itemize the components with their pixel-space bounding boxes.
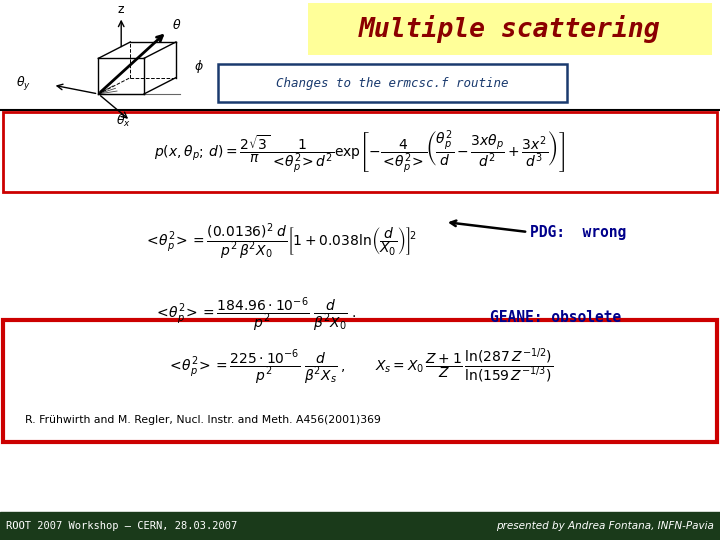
Text: ROOT 2007 Workshop – CERN, 28.03.2007: ROOT 2007 Workshop – CERN, 28.03.2007 [6,521,238,531]
Text: Changes to the ermcsc.f routine: Changes to the ermcsc.f routine [276,77,509,90]
Text: $\theta$: $\theta$ [172,18,181,32]
Text: $<\!\theta_p^2\!> = \dfrac{(0.0136)^2\; d}{p^2\,\beta^2 X_0}\left[1 + 0.038\ln\!: $<\!\theta_p^2\!> = \dfrac{(0.0136)^2\; … [143,222,416,262]
Text: $<\!\theta_p^2\!> = \dfrac{225\cdot 10^{-6}}{p^2}\;\dfrac{d}{\beta^2 X_s}\;,\qqu: $<\!\theta_p^2\!> = \dfrac{225\cdot 10^{… [167,347,553,387]
FancyBboxPatch shape [3,112,717,192]
Text: z: z [118,3,125,16]
Text: PDG:  wrong: PDG: wrong [530,225,626,240]
Text: R. Frühwirth and M. Regler, Nucl. Instr. and Meth. A456(2001)369: R. Frühwirth and M. Regler, Nucl. Instr.… [25,415,381,425]
Text: $\phi$: $\phi$ [194,58,204,75]
Text: GEANE: obsolete: GEANE: obsolete [490,310,621,326]
Text: presented by Andrea Fontana, INFN-Pavia: presented by Andrea Fontana, INFN-Pavia [496,521,714,531]
Text: Multiple scattering: Multiple scattering [359,15,661,43]
Text: $\theta_x$: $\theta_x$ [116,113,131,129]
FancyBboxPatch shape [3,320,717,442]
FancyBboxPatch shape [308,3,712,55]
Bar [0,512,720,540]
Text: $\theta_y$: $\theta_y$ [17,75,31,93]
Text: $<\!\theta_p^2\!> = \dfrac{184.96\cdot 10^{-6}}{p^2}\;\dfrac{d}{\beta^2 X_0}\;.$: $<\!\theta_p^2\!> = \dfrac{184.96\cdot 1… [154,296,356,334]
Text: $p(x,\theta_p;\, d) = \dfrac{2\sqrt{3}}{\pi} \dfrac{1}{<\!\theta_p^2\!> d^2}\exp: $p(x,\theta_p;\, d) = \dfrac{2\sqrt{3}}{… [154,128,566,176]
FancyBboxPatch shape [218,64,567,102]
